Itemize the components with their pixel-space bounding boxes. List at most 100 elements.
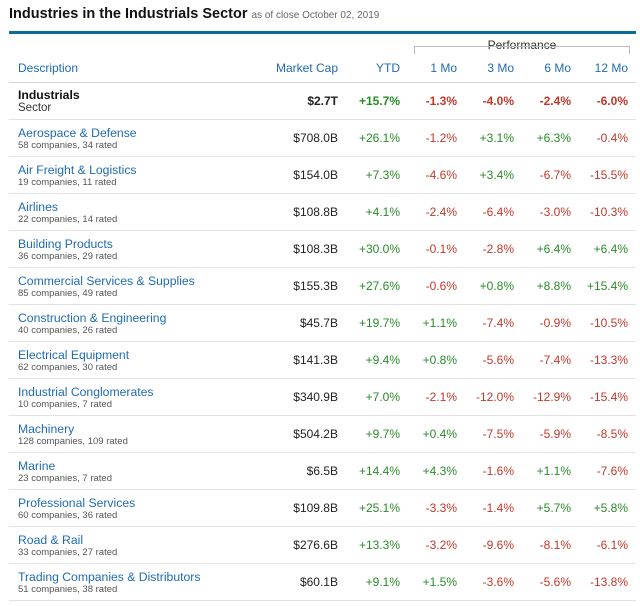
market-cap-cell: $109.8B [245,489,346,527]
market-cap-cell: $45.7B [245,304,346,342]
12mo-cell: -15.5% [579,156,636,194]
1mo-cell: -4.6% [408,156,465,194]
1mo-cell: -2.1% [408,378,465,416]
column-header-12mo[interactable]: 12 Mo [579,54,636,83]
description-cell: Marine 23 companies, 7 rated [9,452,245,490]
column-header-market-cap[interactable]: Market Cap [245,54,346,83]
1mo-cell: -2.4% [408,193,465,231]
industry-link[interactable]: Commercial Services & Supplies [18,273,195,288]
table-row: Building Products 36 companies, 29 rated $… [9,230,636,268]
6mo-cell: -6.7% [522,156,579,194]
table-row: Construction & Engineering 40 companies, … [9,304,636,342]
1mo-cell: +1.5% [408,563,465,601]
industry-link[interactable]: Building Products [18,236,113,251]
company-count: 40 companies, 26 rated [18,324,118,336]
column-header-description[interactable]: Description [9,54,245,83]
market-cap-cell: $2.7T [245,82,346,120]
industry-link[interactable]: Construction & Engineering [18,310,167,325]
table-row: Aerospace & Defense 58 companies, 34 rate… [9,119,636,157]
ytd-cell: +9.1% [346,563,408,601]
industry-link[interactable]: Trading Companies & Distributors [18,569,201,584]
table-row: Road & Rail 33 companies, 27 rated $276.6B… [9,526,636,564]
performance-bracket [414,46,630,54]
industry-link[interactable]: Aerospace & Defense [18,125,137,140]
12mo-cell: -8.5% [579,415,636,453]
company-count: 128 companies, 109 rated [18,435,128,447]
industry-link[interactable]: Road & Rail [18,532,84,547]
table-row: Trading Companies & Distributors 51 compa… [9,563,636,601]
industry-link[interactable]: Industrial Conglomerates [18,384,154,399]
6mo-cell: -12.9% [522,378,579,416]
header-accent-bar [9,31,636,34]
market-cap-cell: $154.0B [245,156,346,194]
column-header-1mo[interactable]: 1 Mo [408,54,465,83]
3mo-cell: +0.8% [465,267,522,305]
12mo-cell: -6.0% [579,82,636,120]
market-cap-cell: $708.0B [245,119,346,157]
market-cap-cell: $108.3B [245,230,346,268]
ytd-cell: +30.0% [346,230,408,268]
as-of-date: as of close October 02, 2019 [251,10,380,21]
column-header-6mo[interactable]: 6 Mo [522,54,579,83]
6mo-cell: -5.9% [522,415,579,453]
description-cell: Commercial Services & Supplies 85 compani… [9,267,245,305]
industry-link[interactable]: Airlines [18,199,58,214]
description-cell: Electrical Equipment 62 companies, 30 rat… [9,341,245,379]
industry-link[interactable]: Electrical Equipment [18,347,130,362]
industry-link[interactable]: Air Freight & Logistics [18,162,137,177]
company-count: 10 companies, 7 rated [18,398,113,410]
ytd-cell: +4.1% [346,193,408,231]
column-header-3mo[interactable]: 3 Mo [465,54,522,83]
3mo-cell: +3.4% [465,156,522,194]
industry-link[interactable]: Professional Services [18,495,136,510]
12mo-cell: -0.4% [579,119,636,157]
table-row: Machinery 128 companies, 109 rated $504.2B… [9,415,636,453]
page-header: Industries in the Industrials Sector as o… [0,0,640,34]
6mo-cell: -7.4% [522,341,579,379]
1mo-cell: +0.4% [408,415,465,453]
description-cell: Airlines 22 companies, 14 rated [9,193,245,231]
6mo-cell: -5.6% [522,563,579,601]
ytd-cell: +7.0% [346,378,408,416]
industry-link[interactable]: Machinery [18,421,75,436]
market-cap-cell: $340.9B [245,378,346,416]
description-cell: Road & Rail 33 companies, 27 rated [9,526,245,564]
sector-label: Sector [18,101,52,114]
1mo-cell: -3.2% [408,526,465,564]
3mo-cell: -12.0% [465,378,522,416]
industries-table: Performance Description Market Cap YTD 1… [9,36,636,601]
1mo-cell: -3.3% [408,489,465,527]
table-row: Marine 23 companies, 7 rated $6.5B +14.4% +4… [9,452,636,490]
1mo-cell: -1.2% [408,119,465,157]
market-cap-cell: $155.3B [245,267,346,305]
3mo-cell: -1.6% [465,452,522,490]
6mo-cell: +8.8% [522,267,579,305]
3mo-cell: -4.0% [465,82,522,120]
market-cap-cell: $6.5B [245,452,346,490]
6mo-cell: +1.1% [522,452,579,490]
page-title: Industries in the Industrials Sector as o… [9,6,379,22]
1mo-cell: +4.3% [408,452,465,490]
1mo-cell: +1.1% [408,304,465,342]
ytd-cell: +25.1% [346,489,408,527]
12mo-cell: -15.4% [579,378,636,416]
company-count: 62 companies, 30 rated [18,361,118,373]
6mo-cell: -2.4% [522,82,579,120]
6mo-cell: +5.7% [522,489,579,527]
company-count: 33 companies, 27 rated [18,546,118,558]
table-row: Industrial Conglomerates 10 companies, 7 … [9,378,636,416]
sector-name: Industrials [18,87,80,102]
description-cell: Industrials Sector [9,82,245,120]
column-header-ytd[interactable]: YTD [346,54,408,83]
3mo-cell: -1.4% [465,489,522,527]
market-cap-cell: $276.6B [245,526,346,564]
3mo-cell: -6.4% [465,193,522,231]
company-count: 36 companies, 29 rated [18,250,118,262]
performance-label: Performance [487,38,557,52]
company-count: 60 companies, 36 rated [18,509,118,521]
12mo-cell: -13.3% [579,341,636,379]
1mo-cell: -0.6% [408,267,465,305]
industry-link[interactable]: Marine [18,458,56,473]
description-cell: Trading Companies & Distributors 51 compa… [9,563,245,601]
6mo-cell: -0.9% [522,304,579,342]
